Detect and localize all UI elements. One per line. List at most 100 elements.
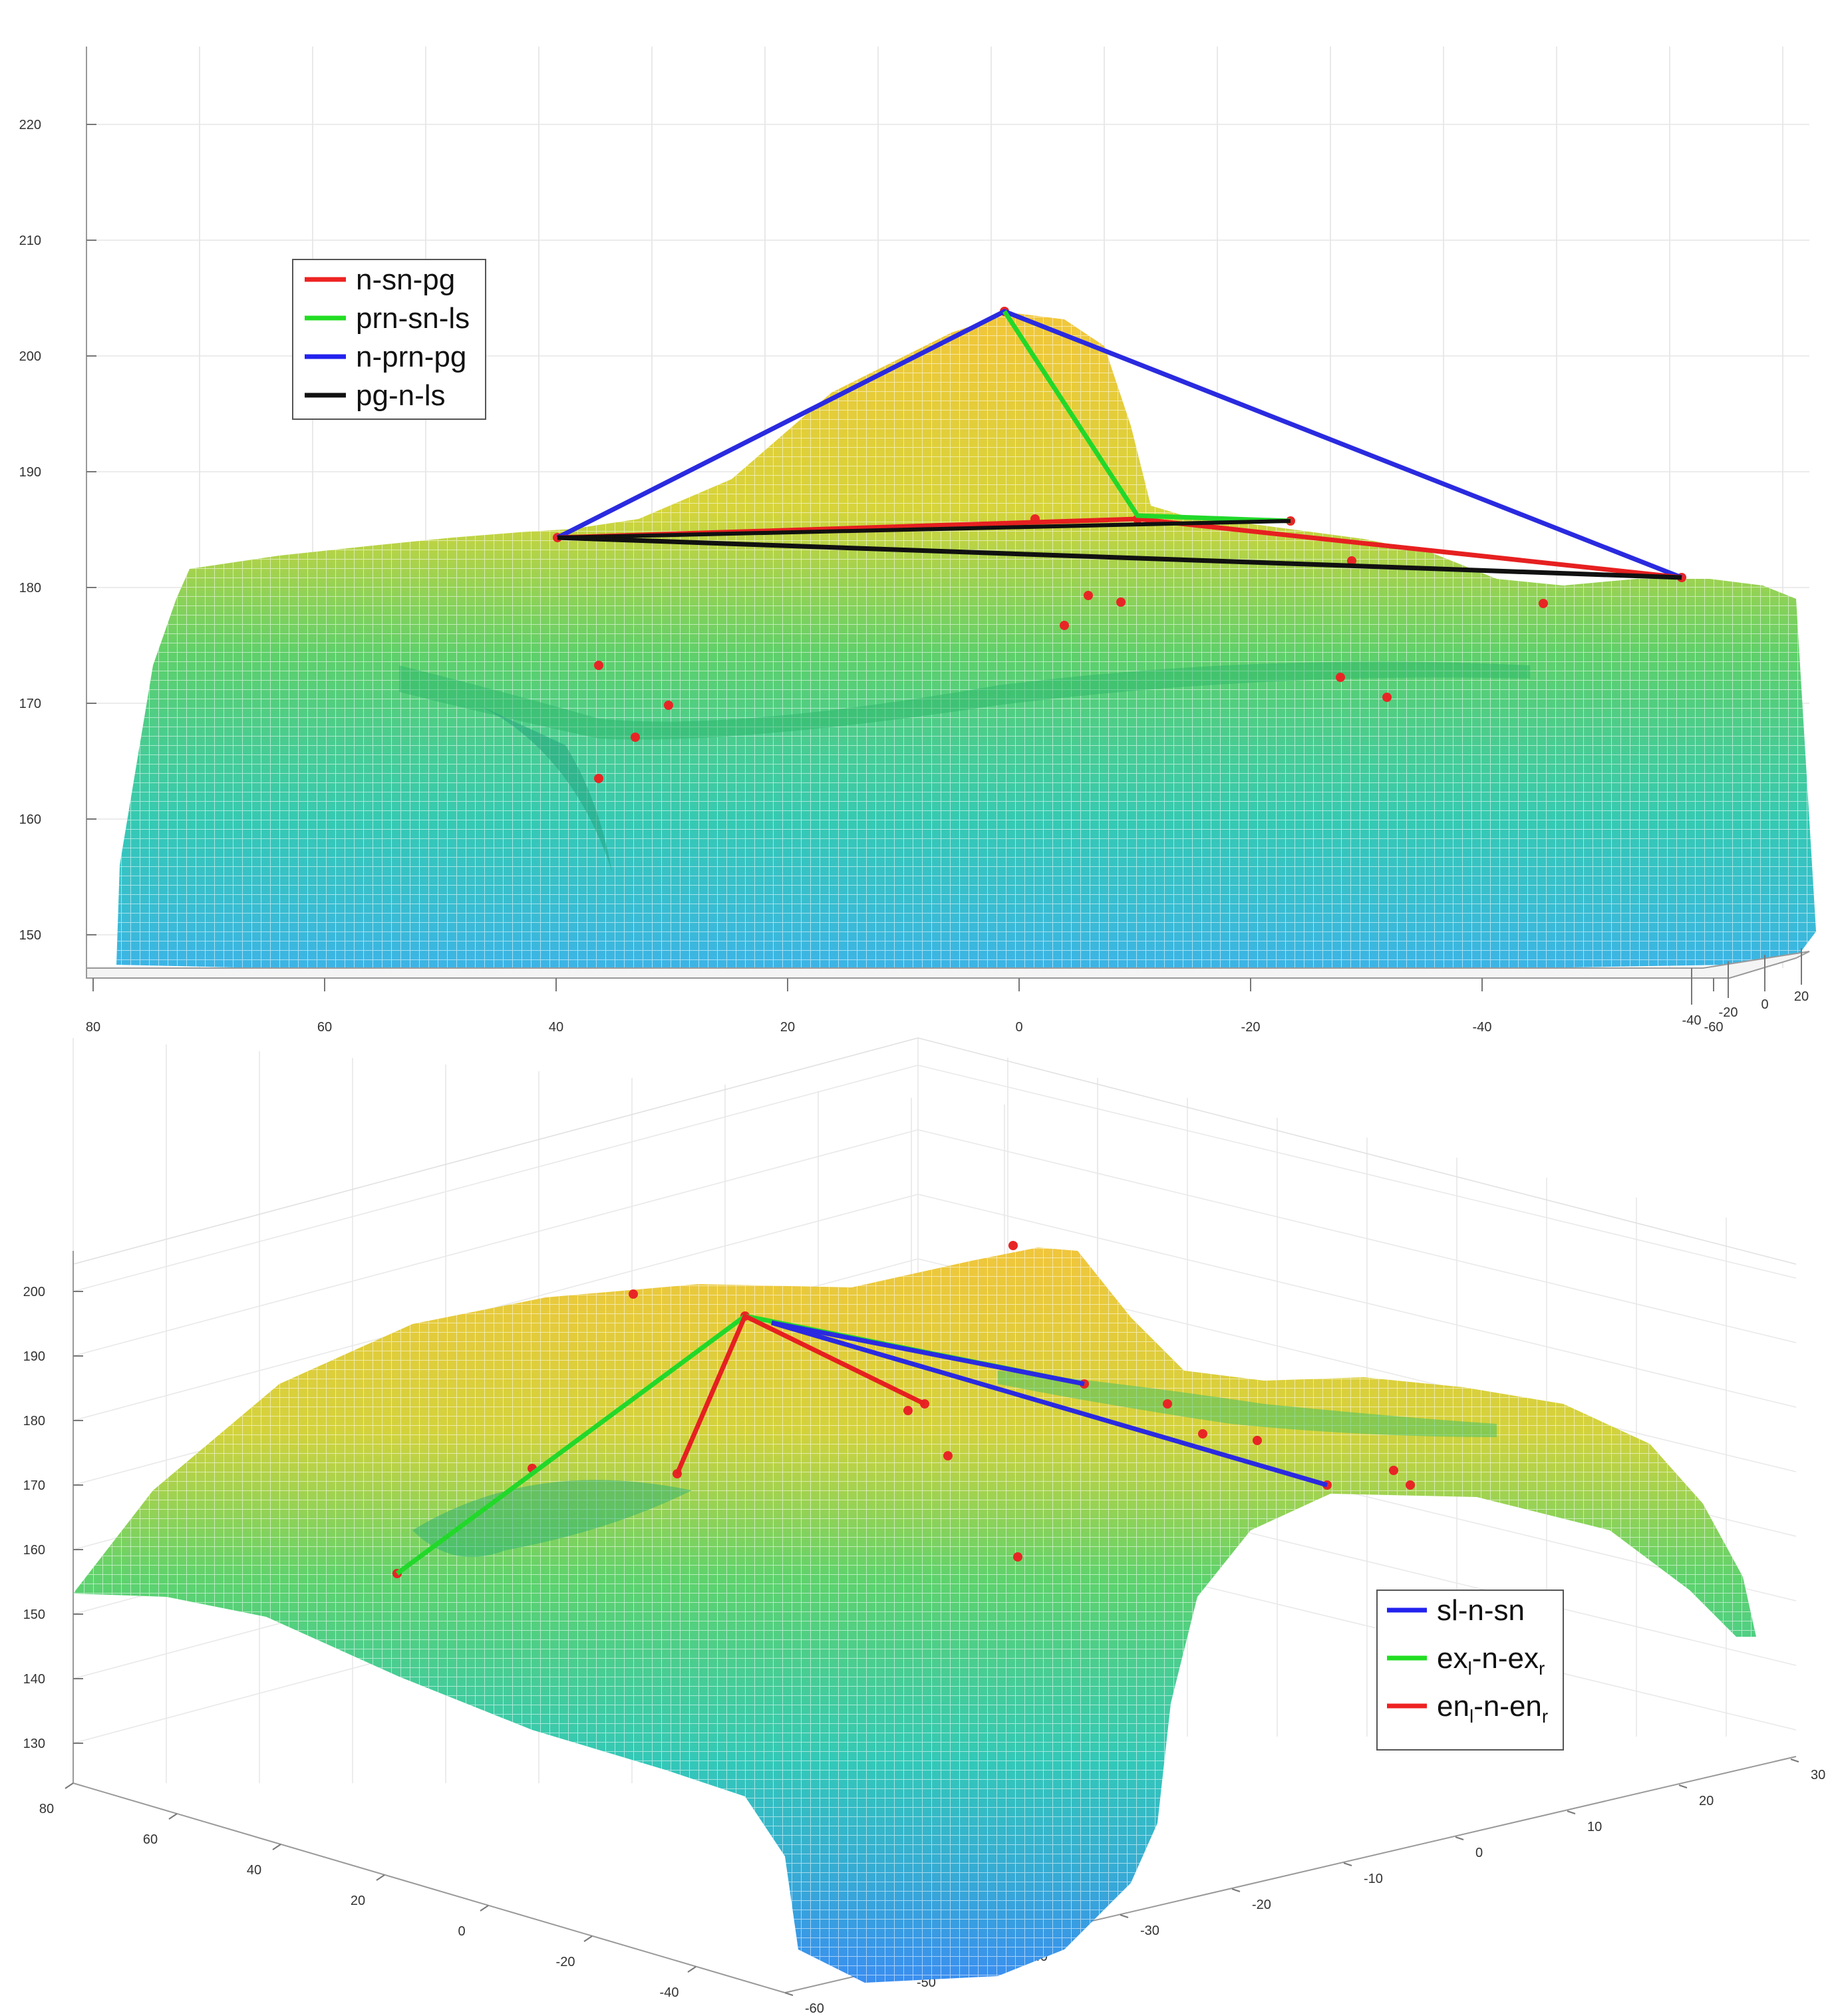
y-tick-mark <box>1343 1862 1352 1866</box>
x-tick-label: 80 <box>39 1802 54 1816</box>
grid-line <box>73 1037 919 1265</box>
legend-box <box>1376 1590 1564 1751</box>
line-prn-sn-ls <box>1002 310 1291 524</box>
landmark-point <box>1389 1466 1398 1475</box>
legend-entries: sl-n-sn exl-n-exr enl-n-enr <box>1387 1594 1548 1727</box>
grid-line <box>917 1194 1797 1408</box>
x-tick-label: 20 <box>351 1894 365 1908</box>
z-tick-label: 130 <box>23 1737 45 1751</box>
x-ticks: 80 60 40 20 0 -20 -40 -60 <box>86 978 1724 1035</box>
z-tick-label: 170 <box>23 1478 45 1493</box>
landmark-point <box>1084 591 1093 600</box>
y-tick-label: -10 <box>1364 1872 1383 1886</box>
y-tick-mark <box>1567 1810 1576 1814</box>
landmark-point <box>1013 1552 1022 1562</box>
landmark-point <box>594 661 603 670</box>
landmark-point <box>903 1406 913 1415</box>
legend-label: n-prn-pg <box>356 341 466 373</box>
grid-line <box>917 1065 1797 1279</box>
landmark-point <box>943 1451 953 1460</box>
y-tick-mark <box>1790 1759 1799 1763</box>
z-tick-label: 190 <box>19 465 41 480</box>
landmark-point <box>631 733 640 742</box>
y-tick-label: 30 <box>1811 1768 1825 1782</box>
x-tick-mark <box>168 1813 178 1820</box>
z-tick-label: 190 <box>23 1349 45 1364</box>
landmark-point <box>1382 693 1392 702</box>
x-tick-label: -60 <box>1704 1020 1724 1035</box>
y-tick-mark <box>1455 1836 1464 1840</box>
y-tick-mark <box>1120 1914 1129 1918</box>
line-sl-n-sn-a <box>771 1320 1085 1387</box>
landmark-point <box>1406 1480 1415 1490</box>
z-tick-label: 220 <box>19 118 41 132</box>
y-tick-mark <box>1231 1888 1241 1892</box>
legend: sl-n-sn exl-n-exr enl-n-enr <box>1376 1590 1564 1751</box>
y-tick-mark <box>1678 1784 1688 1788</box>
x-tick-label: -20 <box>1241 1020 1261 1035</box>
grid-line <box>917 1129 1797 1343</box>
line-pg-n-ls-a <box>557 519 1291 540</box>
floor-plane <box>86 951 1810 979</box>
grid-line <box>73 1129 919 1357</box>
landmark-point <box>1060 621 1069 630</box>
grid-line <box>73 1065 919 1292</box>
landmark-point <box>1253 1436 1262 1445</box>
mesh-lines <box>116 313 1816 968</box>
x-axis <box>73 1782 786 1993</box>
landmark-point <box>1163 1399 1172 1409</box>
y-tick-label: -60 <box>805 2001 824 2016</box>
z-tick-label: 140 <box>23 1672 45 1687</box>
x-tick-label: 40 <box>247 1863 261 1878</box>
x-tick-mark <box>272 1844 281 1850</box>
x-tick-label: 60 <box>143 1832 158 1847</box>
z-tick-label: 180 <box>19 581 41 595</box>
x-tick-label: 80 <box>86 1020 100 1035</box>
line-pg-n-ls-b <box>557 535 1682 580</box>
landmark-point <box>1347 556 1356 566</box>
legend-label: sl-n-sn <box>1437 1594 1525 1627</box>
x-tick-mark <box>480 1905 489 1912</box>
z-tick-label: 200 <box>19 349 41 364</box>
legend-box <box>292 259 486 420</box>
y-tick-label: 20 <box>1699 1794 1714 1808</box>
landmark-point <box>629 1289 638 1299</box>
landmark-point <box>664 701 673 710</box>
z-tick-label: 150 <box>19 928 41 943</box>
x-tick-label: -20 <box>556 1955 575 1969</box>
line-sl-n-sn-b <box>771 1320 1328 1488</box>
x-ticks: 80 60 40 20 0 -20 -40 <box>39 1782 696 2000</box>
y-tick-label: -20 <box>1719 1005 1738 1020</box>
legend-label: exl-n-exr <box>1437 1642 1545 1679</box>
x-tick-label: 20 <box>780 1020 795 1035</box>
landmark-point <box>1539 599 1548 608</box>
landmark-point <box>1336 673 1345 682</box>
z-tick-label: 160 <box>19 812 41 827</box>
landmark-point <box>1008 1241 1018 1250</box>
y-tick-label: 10 <box>1587 1820 1602 1834</box>
x-tick-mark <box>687 1966 696 1973</box>
z-tick-label: 180 <box>23 1414 45 1428</box>
z-tick-label: 210 <box>19 234 41 248</box>
x-tick-label: 40 <box>549 1020 563 1035</box>
landmark-point <box>1116 597 1126 607</box>
y-tick-label: -20 <box>1252 1898 1271 1912</box>
y-tick-label: 20 <box>1794 989 1809 1004</box>
x-tick-label: 0 <box>1015 1020 1022 1035</box>
mouth-ridge <box>399 661 1530 740</box>
legend-label: enl-n-enr <box>1437 1690 1548 1727</box>
y-tick-mark <box>784 1992 794 1996</box>
x-tick-mark <box>65 1782 74 1789</box>
x-tick-mark <box>583 1935 593 1942</box>
y-tick-label: -40 <box>1682 1013 1702 1028</box>
eye-region <box>412 1480 692 1557</box>
legend: n-sn-pg prn-sn-ls n-prn-pg pg-n-ls <box>292 259 486 420</box>
eye-region <box>479 705 612 872</box>
y-ticks: -40 -20 0 20 <box>1682 948 1809 1028</box>
mesh-lines <box>73 1248 1756 1983</box>
x-tick-label: -40 <box>1473 1020 1492 1035</box>
line-enl-n-enr <box>675 1313 926 1475</box>
z-tick-label: 150 <box>23 1607 45 1622</box>
landmark-point <box>1198 1429 1207 1438</box>
